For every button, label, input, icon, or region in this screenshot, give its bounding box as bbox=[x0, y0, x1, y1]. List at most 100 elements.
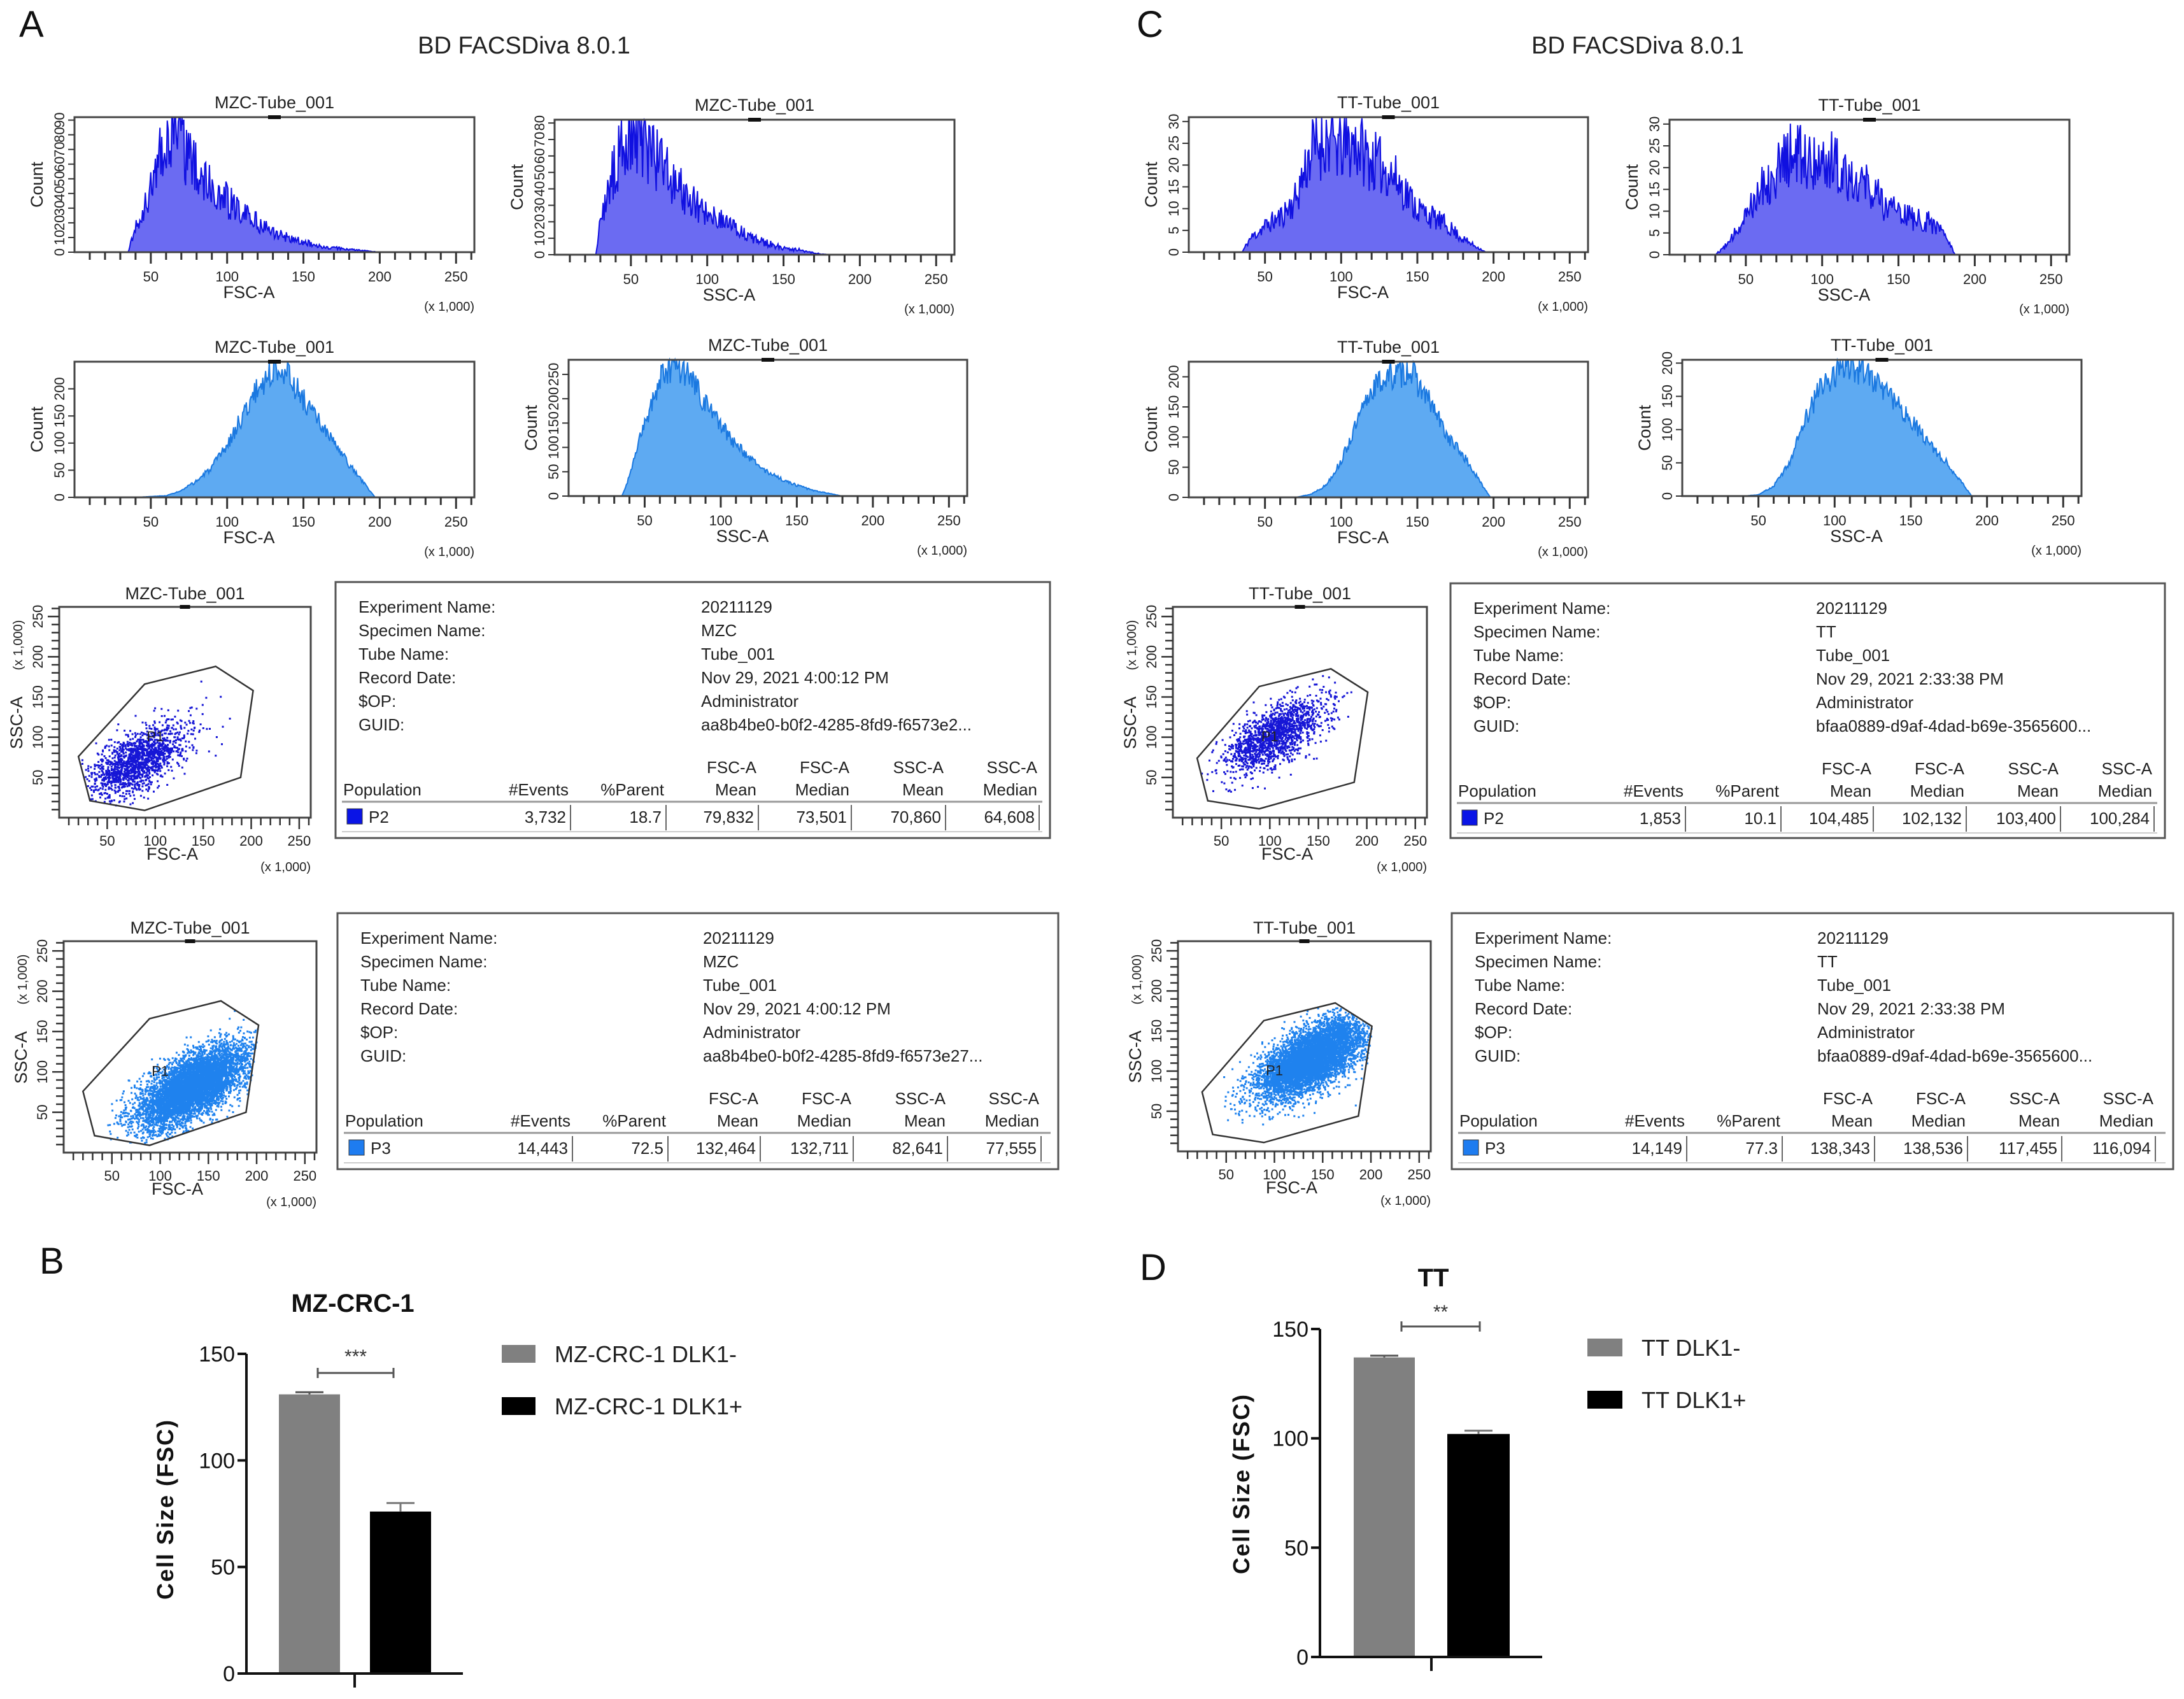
scatter-dots bbox=[1223, 1007, 1373, 1126]
field-label: Tube Name: bbox=[360, 976, 451, 995]
x-tick-label: 200 bbox=[1359, 1167, 1383, 1183]
y-tick-label: 150 bbox=[1659, 385, 1675, 408]
x-tick-label: 250 bbox=[444, 514, 468, 530]
x-tick-label: 250 bbox=[1558, 514, 1582, 530]
y-axis-unit: (x 1,000) bbox=[1125, 620, 1139, 671]
x-tick-label: 100 bbox=[215, 269, 239, 285]
column-header: SSC-A bbox=[2103, 1089, 2154, 1108]
statistics-panel bbox=[334, 581, 1051, 839]
y-tick-label: 200 bbox=[546, 387, 562, 411]
column-header: FSC-A bbox=[1823, 1089, 1873, 1108]
y-tick-label: 5 bbox=[1166, 227, 1182, 234]
x-axis-label: SSC-A bbox=[1818, 285, 1871, 304]
stat-value: 104,485 bbox=[1809, 809, 1869, 828]
field-label: Record Date: bbox=[358, 668, 456, 687]
column-header: Median bbox=[983, 780, 1037, 799]
panel-label-b: B bbox=[39, 1240, 64, 1282]
plot-title: TT-Tube_001 bbox=[1253, 918, 1356, 937]
field-label: Tube Name: bbox=[358, 644, 449, 664]
y-tick-label: 50 bbox=[34, 1104, 50, 1120]
statistics-panel bbox=[1450, 912, 2174, 1170]
legend-swatch bbox=[502, 1345, 535, 1363]
x-tick-label: 50 bbox=[1214, 833, 1229, 849]
column-header: Median bbox=[795, 780, 849, 799]
x-tick-label: 250 bbox=[1407, 1167, 1431, 1183]
x-tick-label: 200 bbox=[1482, 269, 1505, 285]
x-tick-label: 50 bbox=[143, 514, 159, 530]
column-header: %Parent bbox=[600, 780, 664, 799]
x-axis-label: FSC-A bbox=[1337, 283, 1389, 302]
y-tick-label: 90 bbox=[52, 112, 67, 127]
y-tick-label: 150 bbox=[546, 411, 562, 435]
panel-label-d: D bbox=[1140, 1247, 1166, 1288]
y-tick-label: 200 bbox=[1166, 365, 1182, 388]
y-tick-label: 60 bbox=[52, 156, 67, 171]
y-tick-label: 50 bbox=[1144, 770, 1159, 785]
column-header: Median bbox=[2099, 1111, 2153, 1130]
gate-polygon[interactable] bbox=[1196, 667, 1369, 810]
stat-value: 103,400 bbox=[1996, 809, 2056, 828]
y-tick-label: 20 bbox=[52, 215, 67, 231]
field-label: $OP: bbox=[1473, 693, 1511, 712]
y-tick-label: 25 bbox=[1647, 138, 1663, 153]
y-axis-label: SSC-A bbox=[7, 697, 26, 750]
y-tick-label: 50 bbox=[1284, 1536, 1308, 1560]
x-tick-label: 50 bbox=[1257, 269, 1272, 285]
legend-label: MZ-CRC-1 DLK1- bbox=[555, 1341, 737, 1367]
y-axis-label: SSC-A bbox=[1126, 1030, 1145, 1083]
x-axis-unit: (x 1,000) bbox=[266, 1195, 316, 1209]
x-axis-unit: (x 1,000) bbox=[260, 860, 311, 874]
field-value: MZC bbox=[703, 952, 739, 971]
y-axis-label: Count bbox=[1142, 161, 1161, 208]
x-tick-label: 100 bbox=[1330, 269, 1353, 285]
column-header: Mean bbox=[1830, 781, 1871, 800]
frame-marker bbox=[762, 358, 774, 362]
x-axis-unit: (x 1,000) bbox=[1538, 545, 1588, 559]
gate-polygon[interactable] bbox=[77, 665, 254, 811]
field-value: TT bbox=[1817, 952, 1838, 971]
y-axis-label: Count bbox=[507, 164, 527, 210]
y-tick-label: 150 bbox=[199, 1342, 235, 1367]
y-axis-label: Count bbox=[1635, 404, 1654, 451]
plot-title: MZC-Tube_001 bbox=[130, 918, 250, 937]
y-axis-label: Count bbox=[1142, 406, 1161, 453]
field-value: 20211129 bbox=[1817, 928, 1889, 948]
y-tick-label: 100 bbox=[546, 436, 562, 459]
field-value: bfaa0889-d9af-4dad-b69e-3565600... bbox=[1816, 716, 2091, 736]
histogram-area bbox=[127, 117, 380, 253]
x-tick-label: 150 bbox=[1307, 833, 1330, 849]
statistics-panel bbox=[1449, 582, 2166, 839]
x-tick-label: 100 bbox=[1263, 1167, 1286, 1183]
plot-frame bbox=[1172, 606, 1428, 819]
field-value: Administrator bbox=[1817, 1023, 1915, 1042]
x-axis-unit: (x 1,000) bbox=[424, 300, 474, 314]
bar bbox=[370, 1511, 431, 1674]
x-axis-label: SSC-A bbox=[716, 527, 769, 546]
field-label: GUID: bbox=[1473, 716, 1519, 736]
stat-value: 72.5 bbox=[631, 1139, 663, 1158]
y-tick-label: 0 bbox=[546, 492, 562, 500]
stats-frame bbox=[1450, 912, 2174, 1170]
gate-label: P1 bbox=[152, 1063, 169, 1079]
field-value: Tube_001 bbox=[703, 976, 777, 995]
y-tick-label: 200 bbox=[1144, 645, 1159, 669]
gate-polygon[interactable] bbox=[82, 1000, 260, 1146]
field-label: Record Date: bbox=[1473, 669, 1571, 688]
y-tick-label: 100 bbox=[1166, 425, 1182, 449]
histogram-plot bbox=[562, 357, 968, 508]
field-label: $OP: bbox=[360, 1023, 398, 1042]
x-tick-label: 100 bbox=[695, 271, 719, 287]
column-header: Median bbox=[2098, 781, 2152, 800]
y-axis-unit: (x 1,000) bbox=[1130, 955, 1144, 1005]
gate-polygon[interactable] bbox=[1201, 1002, 1373, 1144]
stat-value: 3,732 bbox=[525, 807, 566, 827]
field-label: GUID: bbox=[358, 715, 404, 734]
column-header: Mean bbox=[904, 1111, 946, 1130]
histogram-area bbox=[595, 118, 830, 255]
x-tick-label: 150 bbox=[1899, 513, 1923, 529]
stats-frame bbox=[1449, 582, 2166, 839]
x-tick-label: 250 bbox=[937, 513, 961, 529]
x-tick-label: 150 bbox=[772, 271, 795, 287]
histogram-plot bbox=[1182, 115, 1589, 264]
field-label: Experiment Name: bbox=[1473, 599, 1610, 618]
